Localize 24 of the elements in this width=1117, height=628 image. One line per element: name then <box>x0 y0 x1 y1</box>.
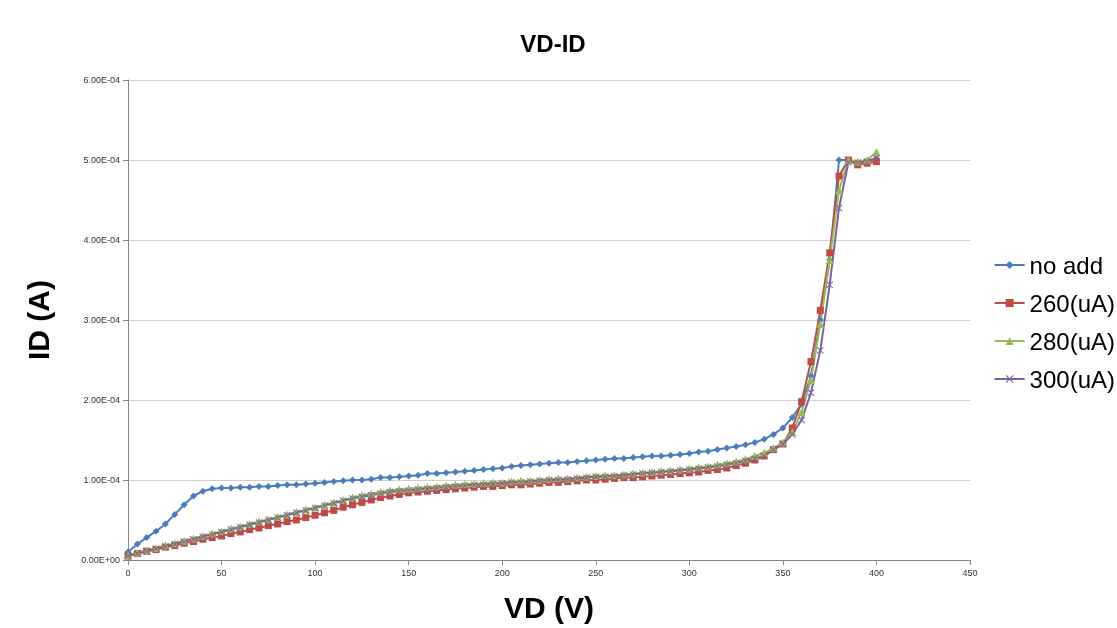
y-tick-label: 6.00E-04 <box>83 75 120 85</box>
x-tick-label: 200 <box>494 567 510 578</box>
legend-label: 280(uA) <box>1029 327 1116 355</box>
chart-title: VD-ID <box>520 29 586 57</box>
legend-label: 260(uA) <box>1029 289 1116 317</box>
x-tick-label: 350 <box>775 567 791 578</box>
x-tick-label: 100 <box>307 567 323 578</box>
x-tick-label: 450 <box>962 567 978 578</box>
y-tick-label: 4.00E-04 <box>83 235 120 245</box>
legend-label: no add <box>1029 251 1104 279</box>
x-tick-label: 150 <box>401 567 417 578</box>
y-tick-label: 5.00E-04 <box>83 155 120 165</box>
x-tick-label: 0 <box>125 567 131 578</box>
y-tick-label: 2.00E-04 <box>83 395 120 405</box>
legend-label: 300(uA) <box>1029 365 1116 393</box>
y-axis-title: ID (A) <box>21 280 55 360</box>
x-tick-label: 50 <box>216 567 227 578</box>
x-axis-title: VD (V) <box>504 590 594 624</box>
y-tick-label: 3.00E-04 <box>83 315 120 325</box>
y-tick-label: 0.00E+00 <box>81 555 120 565</box>
x-tick-label: 400 <box>868 567 884 578</box>
x-tick-label: 300 <box>681 567 697 578</box>
y-tick-label: 1.00E-04 <box>83 475 120 485</box>
x-tick-label: 250 <box>588 567 604 578</box>
